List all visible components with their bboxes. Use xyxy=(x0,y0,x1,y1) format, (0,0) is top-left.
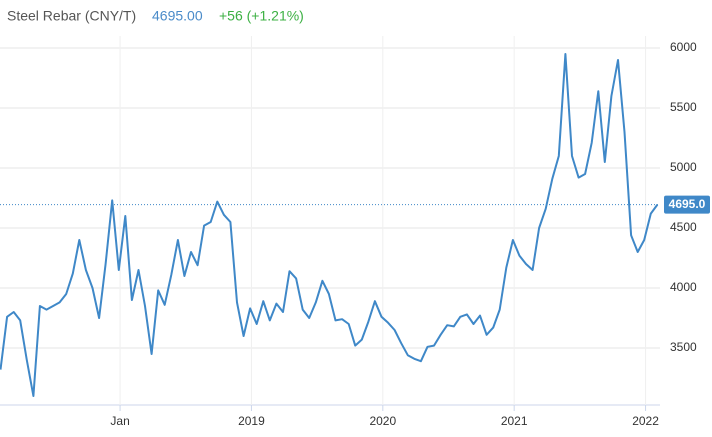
x-tick-label: 2022 xyxy=(632,414,659,428)
last-price-label: 4695.0 xyxy=(669,197,706,211)
x-tick-label: 2019 xyxy=(238,414,265,428)
y-tick-label: 4000 xyxy=(670,280,697,294)
x-tick-label: 2021 xyxy=(501,414,528,428)
x-tick-label: 2020 xyxy=(369,414,396,428)
price: 4695.00 xyxy=(152,8,203,24)
y-tick-label: 5000 xyxy=(670,160,697,174)
last-price-box xyxy=(664,195,710,214)
x-tick-label: Jan xyxy=(110,414,129,428)
y-tick-label: 6000 xyxy=(670,40,697,54)
y-tick-label: 5500 xyxy=(670,100,697,114)
instrument-name: Steel Rebar (CNY/T) xyxy=(7,8,136,24)
y-tick-label: 3500 xyxy=(670,340,697,354)
price-line xyxy=(0,53,659,397)
price-change: +56 (+1.21%) xyxy=(219,8,304,24)
y-tick-label: 4500 xyxy=(670,220,697,234)
